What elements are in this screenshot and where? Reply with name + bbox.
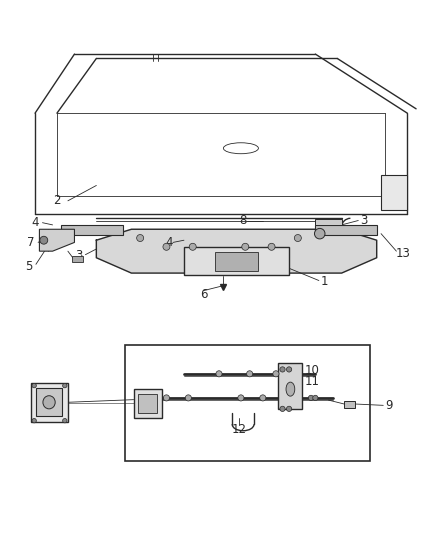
Ellipse shape — [43, 395, 55, 409]
Circle shape — [260, 395, 266, 401]
Bar — [125, 345, 370, 462]
Bar — [381, 174, 407, 209]
Bar — [31, 383, 68, 422]
Text: 5: 5 — [25, 260, 32, 273]
Circle shape — [280, 367, 285, 372]
Circle shape — [163, 243, 170, 251]
Circle shape — [137, 235, 144, 241]
Text: 13: 13 — [396, 247, 410, 260]
Bar — [215, 253, 258, 271]
Ellipse shape — [286, 382, 295, 396]
Polygon shape — [39, 229, 74, 251]
Text: 8: 8 — [240, 214, 247, 227]
Circle shape — [286, 367, 292, 372]
Text: 3: 3 — [360, 214, 367, 227]
Polygon shape — [315, 225, 377, 235]
Bar — [72, 255, 83, 262]
Text: 10: 10 — [304, 364, 319, 377]
Circle shape — [313, 395, 318, 400]
Circle shape — [286, 406, 292, 411]
Bar — [138, 394, 157, 413]
Circle shape — [32, 418, 36, 423]
Polygon shape — [96, 229, 377, 273]
Polygon shape — [61, 225, 123, 235]
Bar — [344, 401, 355, 408]
Circle shape — [314, 229, 325, 239]
Circle shape — [63, 418, 67, 423]
Polygon shape — [315, 219, 342, 225]
Circle shape — [63, 383, 67, 388]
Circle shape — [268, 243, 275, 251]
Bar — [134, 389, 162, 418]
Text: 7: 7 — [27, 236, 35, 249]
Text: 2: 2 — [53, 195, 61, 207]
Circle shape — [216, 371, 222, 377]
Circle shape — [238, 395, 244, 401]
Text: 12: 12 — [231, 423, 246, 436]
Circle shape — [189, 243, 196, 251]
Text: 1: 1 — [320, 276, 328, 288]
Circle shape — [185, 395, 191, 401]
Bar — [36, 388, 62, 416]
Circle shape — [163, 395, 170, 401]
Text: 11: 11 — [304, 375, 319, 387]
Circle shape — [294, 235, 301, 241]
Circle shape — [32, 383, 36, 388]
Text: 4: 4 — [31, 216, 39, 229]
Circle shape — [40, 236, 48, 244]
Circle shape — [273, 371, 279, 377]
Circle shape — [247, 371, 253, 377]
Bar — [184, 247, 289, 275]
Text: 4: 4 — [165, 236, 173, 249]
Circle shape — [242, 243, 249, 251]
Bar — [278, 363, 302, 409]
Text: 3: 3 — [75, 249, 82, 262]
Circle shape — [280, 406, 285, 411]
Circle shape — [308, 395, 314, 400]
Text: 9: 9 — [385, 399, 393, 412]
Text: 6: 6 — [200, 288, 208, 302]
